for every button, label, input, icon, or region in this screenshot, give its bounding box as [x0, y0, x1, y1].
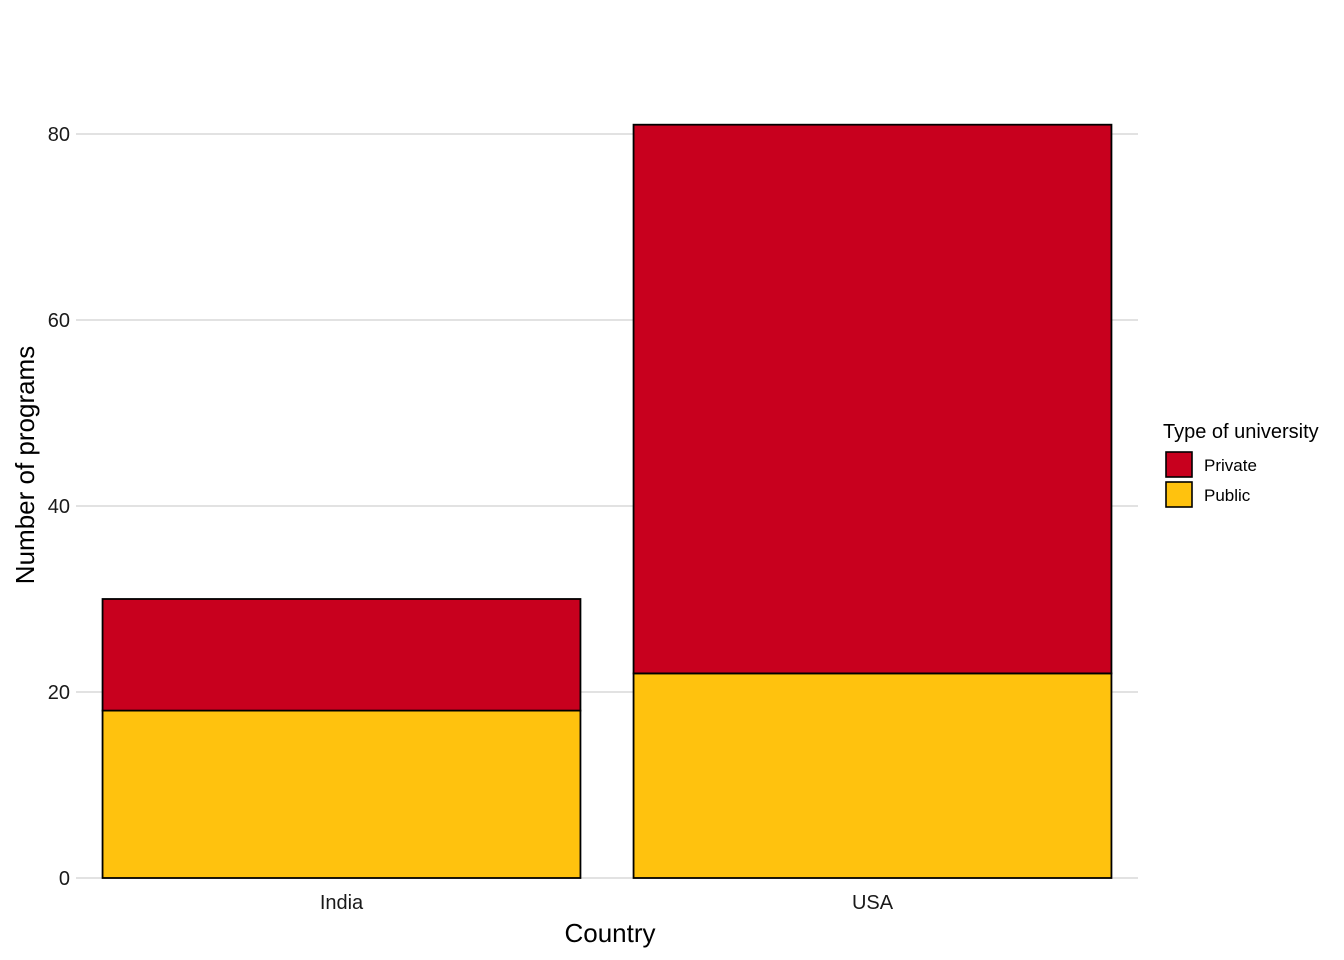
legend-label-public: Public: [1204, 486, 1251, 505]
legend: Type of university Private Public: [1163, 421, 1319, 508]
bars: [101, 123, 1113, 879]
x-tick-label-usa: USA: [852, 892, 894, 914]
legend-title: Type of university: [1163, 421, 1319, 443]
bar-india-private: [101, 598, 582, 712]
y-tick-label-20: 20: [48, 682, 70, 704]
x-axis-ticks: India USA: [320, 892, 894, 914]
legend-swatch-public: [1165, 481, 1193, 508]
legend-label-private: Private: [1204, 456, 1257, 475]
bar-usa-public: [632, 672, 1113, 879]
y-tick-label-40: 40: [48, 496, 70, 518]
legend-swatch-private: [1165, 451, 1193, 478]
bar-usa-private: [632, 123, 1113, 675]
legend-items: Private Public: [1165, 451, 1257, 508]
y-tick-label-0: 0: [59, 868, 70, 890]
y-axis-title: Number of programs: [10, 346, 40, 584]
x-axis-title: Country: [564, 918, 655, 948]
y-tick-label-80: 80: [48, 124, 70, 146]
y-tick-label-60: 60: [48, 310, 70, 332]
bar-india-public: [101, 709, 582, 879]
y-axis-ticks: 0 20 40 60 80: [48, 124, 70, 890]
x-tick-label-india: India: [320, 892, 364, 914]
